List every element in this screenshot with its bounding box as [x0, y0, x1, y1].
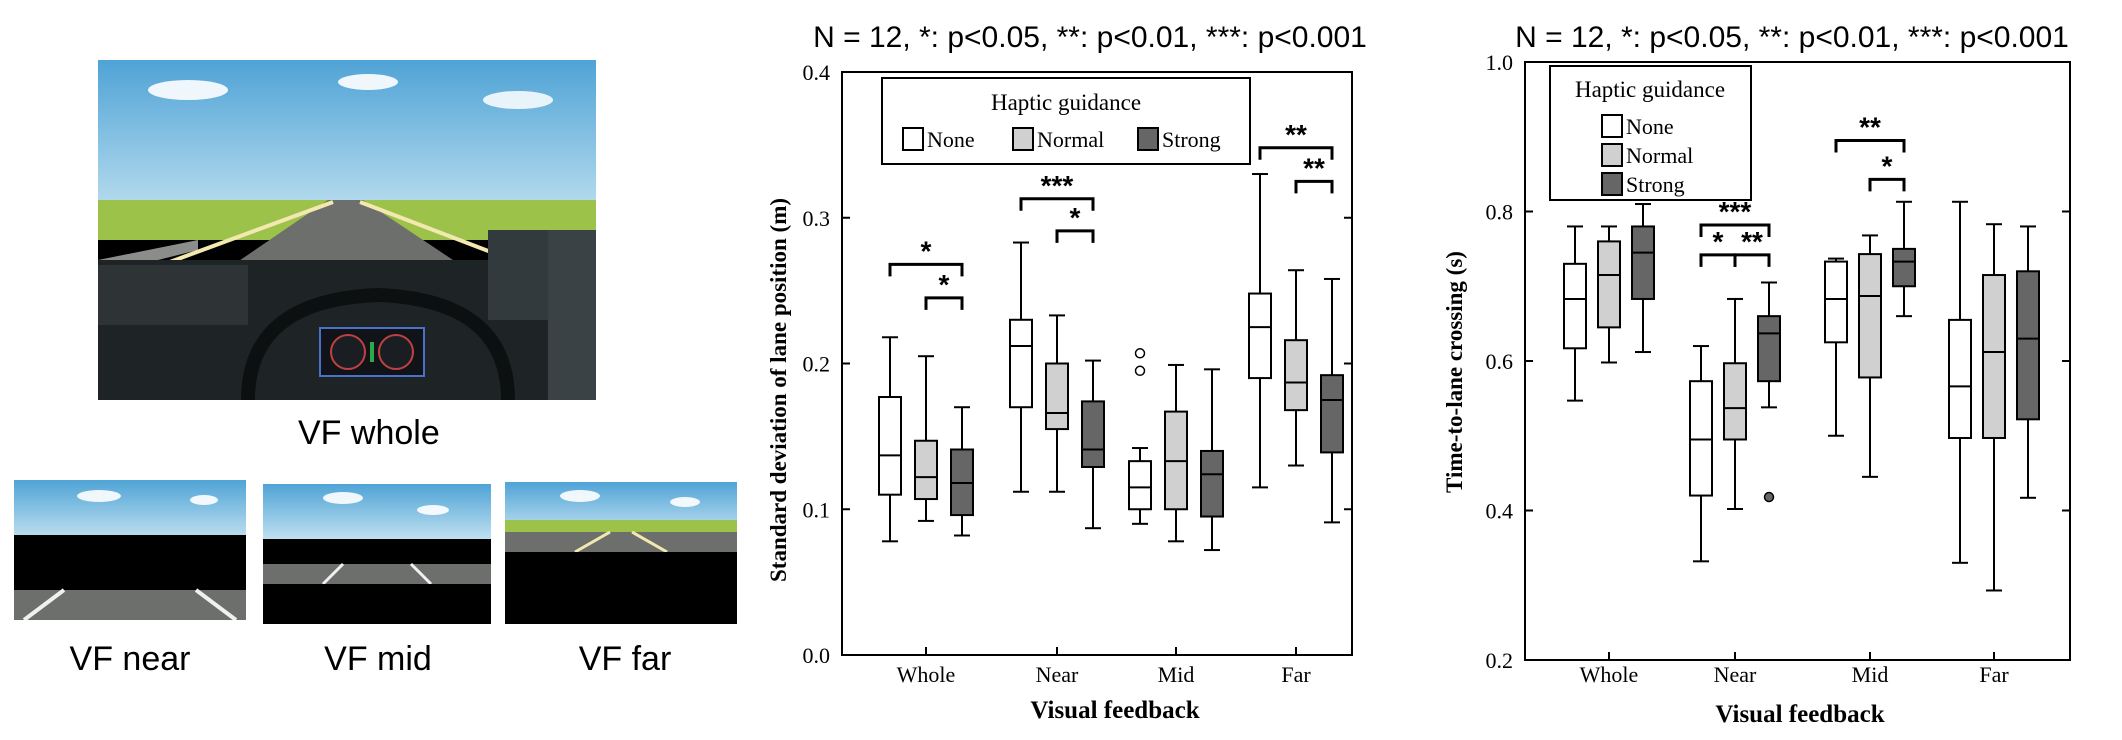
box-strong — [1200, 449, 1224, 518]
significance-label: *** — [1041, 170, 1074, 201]
x-tick-label: Near — [1036, 662, 1079, 687]
y-tick-label: 0.6 — [1486, 349, 1514, 374]
x-tick-label: Mid — [1852, 662, 1889, 687]
legend-title: Haptic guidance — [991, 90, 1141, 115]
significance-label: * — [921, 235, 932, 266]
significance-label: ** — [1285, 119, 1307, 150]
outlier-point — [1134, 348, 1146, 359]
legend-label-normal: Normal — [1626, 143, 1693, 168]
significance-bracket — [1055, 229, 1095, 243]
box-none — [1248, 292, 1272, 380]
y-tick-label: 0.1 — [803, 497, 831, 522]
chart-title: N = 12, *: p<0.05, **: p<0.01, ***: p<0.… — [813, 21, 1367, 54]
significance-label: ** — [1741, 226, 1763, 257]
y-tick-label: 1.0 — [1486, 50, 1514, 75]
box-normal — [1723, 362, 1747, 441]
y-tick-label: 0.4 — [803, 60, 831, 85]
box-strong — [1320, 374, 1344, 454]
significance-bracket — [1699, 223, 1771, 237]
significance-bracket — [1868, 177, 1906, 192]
legend-label-strong: Strong — [1626, 172, 1685, 197]
y-tick-label: 0.3 — [803, 206, 831, 231]
significance-label: * — [1882, 150, 1893, 181]
legend-label-normal: Normal — [1037, 127, 1104, 152]
legend-swatch-normal — [1601, 143, 1623, 167]
box-normal — [914, 439, 938, 501]
y-tick-label: 0.2 — [1486, 648, 1514, 673]
box-strong — [1081, 400, 1105, 468]
vf-whole-caption: VF whole — [298, 414, 440, 452]
box-none — [1009, 318, 1033, 409]
legend-label-none: None — [927, 127, 975, 152]
significance-label: *** — [1719, 196, 1752, 227]
x-tick-label: Near — [1714, 662, 1757, 687]
x-tick-label: Whole — [1580, 662, 1639, 687]
significance-label: ** — [1859, 111, 1881, 142]
box-normal — [1858, 253, 1882, 379]
vf-mid-caption: VF mid — [324, 640, 432, 678]
y-tick-label: 0.8 — [1486, 200, 1514, 225]
significance-label: * — [1713, 226, 1724, 257]
box-none — [1824, 260, 1848, 344]
vf-near-caption: VF near — [69, 640, 191, 678]
x-tick-label: Whole — [897, 662, 956, 687]
box-none — [1948, 318, 1972, 439]
box-none — [1689, 380, 1713, 497]
outlier-point — [1134, 365, 1146, 377]
significance-label: ** — [1303, 152, 1325, 183]
box-normal — [1284, 339, 1308, 412]
legend-label-strong: Strong — [1162, 127, 1221, 152]
x-tick-label: Far — [1281, 662, 1311, 687]
y-tick-label: 0.4 — [1486, 499, 1514, 524]
vf-near-photo — [14, 480, 246, 620]
legend-swatch-normal — [1012, 127, 1034, 151]
legend-title: Haptic guidance — [1575, 77, 1725, 102]
box-normal — [1597, 240, 1621, 329]
significance-bracket — [1834, 138, 1906, 153]
significance-bracket — [924, 296, 964, 310]
legend-label-none: None — [1626, 114, 1674, 139]
box-strong — [1892, 247, 1916, 288]
box-none — [1563, 262, 1587, 350]
significance-bracket — [888, 262, 964, 277]
significance-bracket — [1258, 146, 1334, 160]
legend: Haptic guidance None Normal Strong — [881, 77, 1251, 165]
vf-far-photo — [505, 482, 737, 624]
y-axis-label: Time-to-lane crossing (s) — [1442, 251, 1467, 493]
box-none — [878, 396, 902, 496]
legend: Haptic guidance None Normal Strong — [1549, 65, 1752, 201]
y-axis-label: Standard deviation of lane position (m) — [766, 198, 791, 582]
significance-bracket — [1019, 197, 1095, 211]
box-none — [1128, 460, 1152, 511]
y-tick-label: 0.2 — [803, 352, 831, 377]
vf-whole-photo — [98, 60, 596, 400]
box-strong — [2016, 270, 2040, 421]
legend-swatch-strong — [1601, 172, 1623, 196]
legend-box — [1549, 65, 1752, 201]
vf-far-caption: VF far — [578, 640, 672, 678]
significance-bracket — [1733, 253, 1771, 267]
legend-swatch-strong — [1137, 127, 1159, 151]
vf-mid-photo — [263, 484, 491, 624]
significance-label: * — [1070, 202, 1081, 233]
legend-swatch-none — [1601, 114, 1623, 138]
y-tick-label: 0.0 — [803, 643, 831, 668]
x-axis-label: Visual feedback — [1715, 701, 1884, 728]
legend-box — [881, 77, 1251, 165]
x-tick-label: Mid — [1158, 662, 1195, 687]
chart-title: N = 12, *: p<0.05, **: p<0.01, ***: p<0.… — [1515, 21, 2069, 54]
legend-swatch-none — [902, 127, 924, 151]
significance-label: * — [939, 269, 950, 300]
box-strong — [1631, 225, 1655, 300]
x-tick-label: Far — [1979, 662, 2009, 687]
box-strong — [1757, 315, 1781, 383]
box-normal — [1982, 274, 2006, 439]
x-axis-label: Visual feedback — [1030, 697, 1199, 724]
outlier-point — [1763, 491, 1775, 503]
significance-bracket — [1294, 179, 1334, 194]
